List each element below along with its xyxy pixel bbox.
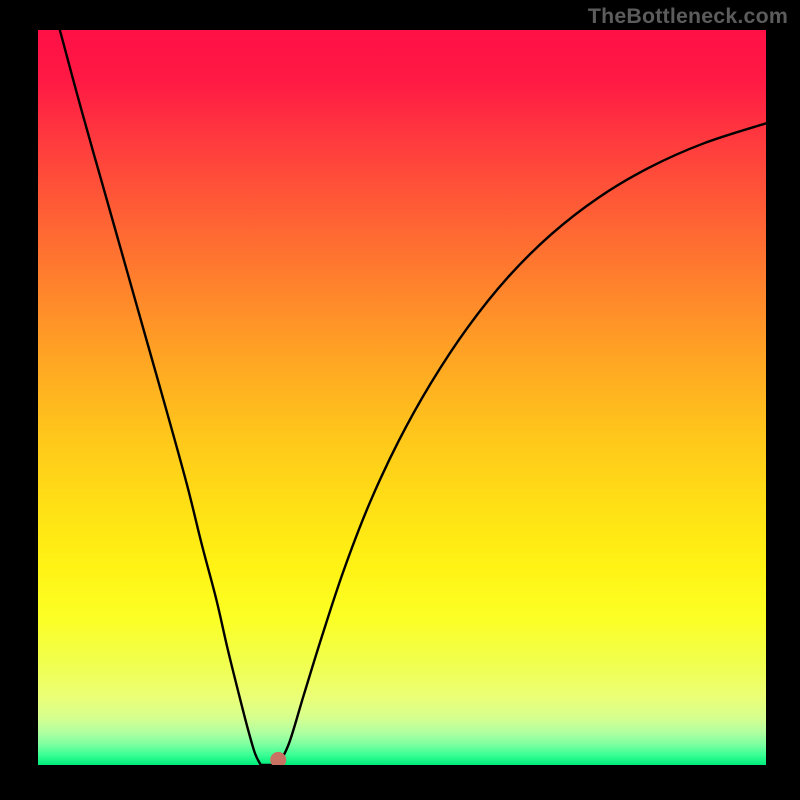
bottleneck-curve	[38, 30, 766, 765]
plot-area	[38, 30, 766, 765]
watermark-text: TheBottleneck.com	[588, 4, 788, 29]
